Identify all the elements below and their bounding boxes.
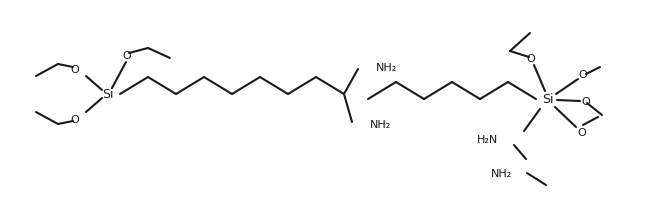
Text: O: O [123,51,131,61]
Text: O: O [71,65,79,75]
Text: Si: Si [102,88,114,101]
Text: NH₂: NH₂ [376,63,397,73]
Text: NH₂: NH₂ [491,168,512,178]
Text: O: O [581,97,591,107]
Text: NH₂: NH₂ [370,119,391,129]
Text: Si: Si [543,93,554,106]
Text: O: O [527,54,535,64]
Text: O: O [578,127,586,137]
Text: O: O [579,70,587,80]
Text: H₂N: H₂N [477,134,498,144]
Text: O: O [71,115,79,124]
